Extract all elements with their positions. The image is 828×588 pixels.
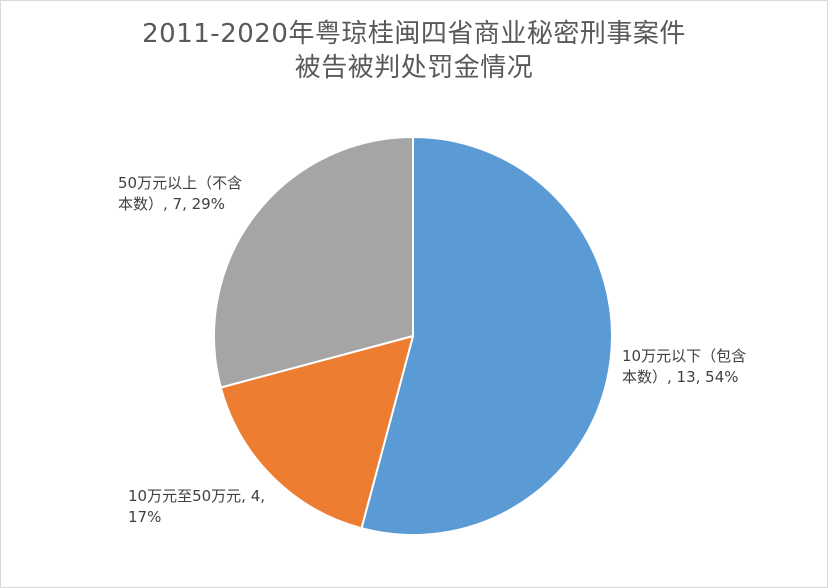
pie-slice-10w-to-50w xyxy=(219,335,414,530)
data-label-10w-to-50w: 10万元至50万元, 4, 17% xyxy=(128,486,265,528)
pie-slice-under-10w xyxy=(360,136,613,536)
chart-title-line-2: 被告被判处罚金情况 xyxy=(294,53,534,83)
pie-slice-over-50w xyxy=(213,136,414,389)
data-label-under-10w-line1: 10万元以下（包含 xyxy=(622,347,747,365)
data-label-under-10w-line2: 本数）, 13, 54% xyxy=(622,368,739,386)
data-label-over-50w-line2: 本数）, 7, 29% xyxy=(118,195,225,213)
data-label-10w-to-50w-line2: 17% xyxy=(128,508,162,526)
data-label-over-50w-line1: 50万元以上（不含 xyxy=(118,174,243,192)
data-label-10w-to-50w-line1: 10万元至50万元, 4, xyxy=(128,487,266,505)
chart-title-line-1: 2011-2020年粤琼桂闽四省商业秘密刑事案件 xyxy=(142,19,686,49)
data-label-over-50w: 50万元以上（不含 本数）, 7, 29% xyxy=(118,173,242,215)
data-label-under-10w: 10万元以下（包含 本数）, 13, 54% xyxy=(622,346,746,388)
